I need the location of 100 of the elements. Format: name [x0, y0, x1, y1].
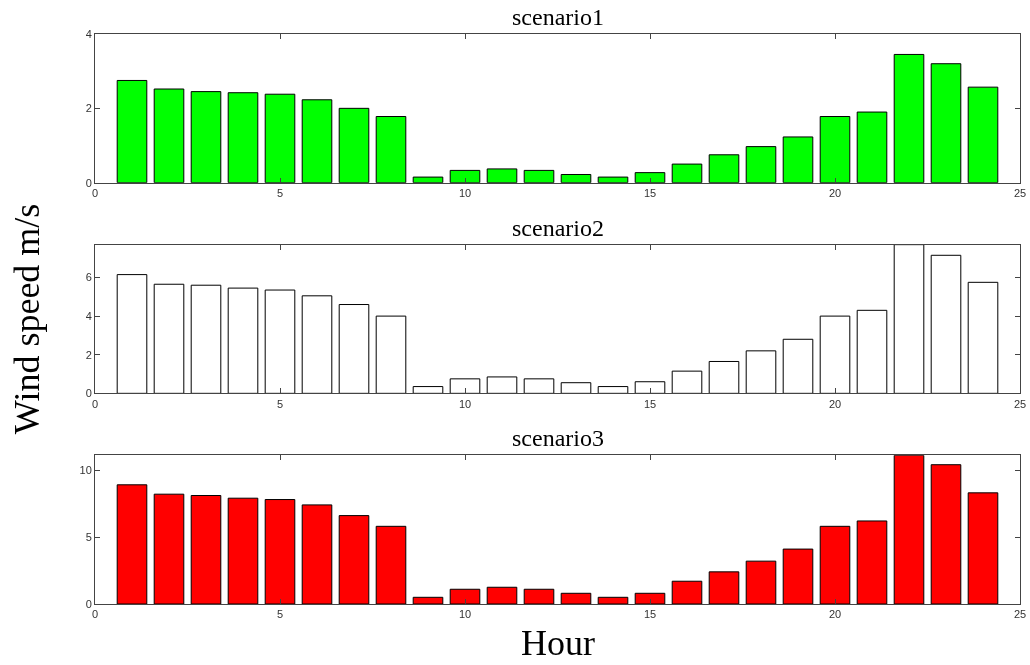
bar — [412, 596, 444, 604]
y-tick-label: 10 — [79, 463, 92, 476]
bar — [634, 592, 666, 604]
bar — [486, 168, 518, 183]
chart-title: scenario2 — [512, 215, 604, 241]
bar — [782, 136, 814, 183]
bar — [338, 515, 370, 604]
bar — [745, 146, 777, 183]
bar — [671, 370, 703, 394]
x-tick-label: 5 — [276, 608, 284, 621]
bar — [930, 254, 962, 394]
chart-title: scenario1 — [512, 4, 604, 30]
y-tick-label: 0 — [85, 597, 92, 610]
bar — [671, 163, 703, 183]
bar — [190, 495, 222, 604]
bar — [227, 497, 259, 604]
bar — [708, 571, 740, 604]
bar — [967, 281, 999, 394]
bar — [264, 499, 296, 604]
bar — [560, 173, 592, 183]
y-tick-label: 6 — [85, 271, 92, 284]
x-tick-label: 10 — [458, 608, 472, 621]
bar — [819, 116, 851, 183]
bar — [597, 176, 629, 183]
bar — [893, 455, 925, 604]
chart-title: scenario3 — [512, 425, 604, 451]
bar — [301, 99, 333, 183]
y-tick-label: 5 — [85, 530, 92, 543]
bar — [264, 289, 296, 394]
bar — [523, 169, 555, 183]
bar — [634, 172, 666, 183]
bar — [671, 580, 703, 604]
bar — [523, 378, 555, 394]
bar — [856, 520, 888, 604]
bar — [153, 88, 185, 183]
bar — [486, 376, 518, 394]
bar — [967, 492, 999, 604]
bar — [449, 169, 481, 183]
bar — [227, 287, 259, 394]
bar — [301, 295, 333, 394]
bar — [930, 464, 962, 604]
y-axis-title: Wind speed m/s — [7, 203, 48, 435]
bar — [597, 386, 629, 394]
bar — [190, 284, 222, 394]
bar — [375, 315, 407, 394]
bar — [967, 86, 999, 183]
x-tick-label: 10 — [458, 397, 472, 410]
y-tick-label: 4 — [85, 27, 92, 40]
bar — [375, 525, 407, 604]
bar — [116, 274, 148, 394]
y-tick-label: 2 — [85, 348, 92, 361]
x-tick-label: 5 — [276, 186, 284, 199]
bar — [856, 111, 888, 183]
bar — [560, 592, 592, 604]
bar — [634, 381, 666, 394]
bar — [782, 338, 814, 394]
bar — [375, 116, 407, 183]
bar — [153, 493, 185, 604]
bar — [449, 378, 481, 394]
x-axis-title: Hour — [521, 623, 595, 663]
bar — [190, 91, 222, 183]
x-tick-label: 15 — [643, 186, 657, 199]
x-tick-label: 15 — [643, 608, 657, 621]
bar — [486, 586, 518, 604]
bar — [116, 79, 148, 183]
y-tick-label: 2 — [85, 102, 92, 115]
bar — [745, 350, 777, 394]
x-tick-label: 20 — [828, 186, 842, 199]
bar — [819, 525, 851, 604]
bar — [153, 283, 185, 394]
x-tick-label: 10 — [458, 186, 472, 199]
bar — [745, 560, 777, 604]
bar — [708, 154, 740, 183]
bar — [782, 548, 814, 604]
x-tick-label: 20 — [828, 608, 842, 621]
y-tick-label: 0 — [85, 176, 92, 189]
bar — [301, 504, 333, 604]
bar — [819, 315, 851, 394]
bar — [449, 588, 481, 604]
x-tick-label: 25 — [1013, 608, 1027, 621]
bar — [893, 244, 925, 394]
bar — [116, 484, 148, 604]
x-tick-label: 20 — [828, 397, 842, 410]
bar — [560, 382, 592, 394]
x-tick-label: 15 — [643, 397, 657, 410]
bar — [893, 53, 925, 183]
y-tick-label: 0 — [85, 387, 92, 400]
x-tick-label: 25 — [1013, 397, 1027, 410]
bar — [523, 588, 555, 604]
x-tick-label: 25 — [1013, 186, 1027, 199]
y-tick-label: 4 — [85, 309, 92, 322]
bar — [930, 63, 962, 183]
bar — [412, 176, 444, 183]
bar — [708, 360, 740, 394]
bar — [412, 386, 444, 394]
x-tick-label: 5 — [276, 397, 284, 410]
bar — [338, 107, 370, 183]
bar — [227, 92, 259, 183]
bar — [856, 309, 888, 394]
bar — [264, 93, 296, 183]
